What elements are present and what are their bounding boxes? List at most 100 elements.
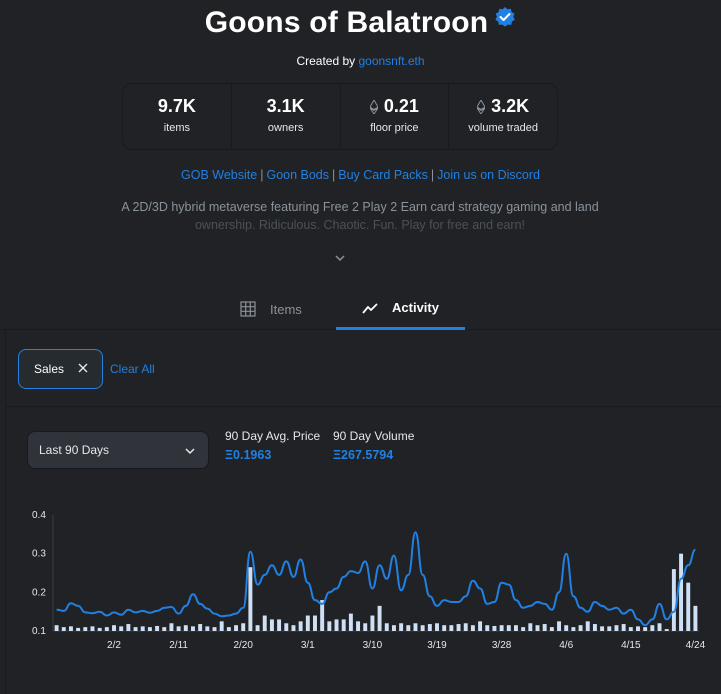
eth-icon: [477, 100, 486, 114]
description-line-2: ownership. Ridiculous. Chaotic. Fun. Pla…: [194, 218, 526, 232]
external-link-0[interactable]: GOB Website: [181, 168, 258, 182]
stat-label: volume traded: [468, 122, 538, 134]
volume-bar: [391, 625, 396, 631]
stat-value: 3.1K: [232, 96, 340, 118]
volume-bar: [384, 623, 389, 631]
avg-price-label: 90 Day Avg. Price: [225, 429, 321, 443]
volume-bar: [320, 600, 325, 631]
verified-badge-icon: [494, 2, 516, 36]
collection-description: A 2D/3D hybrid metaverse featuring Free …: [70, 198, 650, 234]
tab-items-label: Items: [270, 301, 302, 317]
x-tick-label: 3/19: [427, 640, 447, 651]
stat-3[interactable]: 3.2K volume traded: [449, 84, 557, 149]
volume-bar: [578, 625, 583, 631]
volume-bar: [169, 623, 174, 631]
link-separator: |: [430, 168, 435, 182]
volume-bar: [76, 627, 81, 631]
volume-bar: [54, 625, 59, 631]
x-tick-label: 3/28: [492, 640, 512, 651]
volume-bar: [313, 615, 317, 631]
sales-chart: 0.1 0.2 0.3 0.4 2/2 2/11 2/20 3/1 3/10 3/19 3/28 4/…: [32, 510, 706, 651]
stat-2[interactable]: 0.21 floor price: [341, 84, 450, 149]
volume-bar: [147, 627, 152, 631]
time-range-value: Last 90 Days: [39, 443, 110, 457]
y-tick-label: 0.1: [32, 626, 46, 637]
volume-bar: [226, 627, 231, 631]
x-tick-label: 3/1: [301, 640, 315, 651]
stat-label: floor price: [370, 122, 419, 134]
volume-bar: [499, 625, 504, 631]
volume-metric: 90 Day Volume Ξ267.5794: [333, 429, 414, 462]
stat-label: items: [163, 122, 191, 134]
avg-price-value: Ξ0.1963: [225, 448, 272, 462]
stat-0[interactable]: 9.7K items: [123, 84, 232, 149]
volume-bar: [435, 623, 439, 631]
grid-icon: [240, 301, 256, 317]
volume-bar: [571, 627, 576, 631]
volume-bar: [628, 627, 633, 631]
volume-bar: [112, 625, 116, 631]
activity-panel: Sales Clear All Last 90 Days 90 Day Avg.…: [5, 331, 721, 694]
volume-bar: [126, 624, 131, 631]
filter-bar: Sales Clear All: [6, 331, 721, 407]
volume-bar: [621, 624, 626, 631]
close-icon[interactable]: [78, 362, 88, 376]
stat-value: 9.7K: [123, 96, 231, 118]
volume-bar: [298, 621, 303, 631]
volume-bar: [155, 625, 160, 631]
volume-bar: [255, 625, 260, 631]
volume-bar: [399, 623, 404, 631]
volume-bar: [528, 623, 533, 631]
x-tick-label: 4/6: [559, 640, 573, 651]
creator-link[interactable]: goonsnft.eth: [358, 54, 425, 68]
volume-bar: [334, 619, 339, 631]
chevron-down-icon[interactable]: [334, 251, 346, 269]
volume-bar: [277, 619, 282, 631]
tab-activity[interactable]: Activity: [336, 288, 465, 330]
y-tick-label: 0.3: [32, 549, 46, 560]
time-range-select[interactable]: Last 90 Days: [27, 431, 209, 469]
volume-bar: [542, 624, 547, 631]
clear-all-button[interactable]: Clear All: [110, 362, 155, 376]
stat-1[interactable]: 3.1K owners: [232, 84, 341, 149]
external-link-3[interactable]: Join us on Discord: [437, 168, 540, 182]
volume-bar: [664, 629, 669, 631]
volume-bar: [262, 615, 267, 631]
tab-activity-label: Activity: [392, 300, 439, 315]
volume-bar: [549, 627, 554, 631]
volume-bar: [406, 625, 411, 631]
filter-chip-sales[interactable]: Sales: [18, 349, 103, 389]
volume-label: 90 Day Volume: [333, 429, 415, 443]
activity-icon: [362, 302, 378, 314]
filter-chip-label: Sales: [34, 362, 65, 376]
link-separator: |: [332, 168, 336, 182]
volume-bar: [234, 625, 239, 631]
volume-bar: [442, 625, 447, 631]
volume-bar: [363, 623, 368, 631]
volume-bar: [478, 621, 483, 631]
volume-bar: [506, 625, 511, 631]
volume-bar: [607, 626, 612, 631]
volume-value: Ξ267.5794: [333, 448, 394, 462]
volume-bar: [463, 623, 468, 631]
volume-bar: [686, 582, 691, 631]
volume-bar: [449, 625, 454, 631]
volume-bar: [370, 615, 375, 631]
volume-bar: [119, 626, 124, 631]
created-by-prefix: Created by: [296, 54, 356, 68]
volume-bar: [643, 627, 648, 631]
volume-bar: [190, 626, 195, 631]
tab-items[interactable]: Items: [240, 288, 302, 330]
external-link-1[interactable]: Goon Bods: [266, 168, 330, 182]
stats-panel: 9.7K items 3.1K owners 0.21 floor price 3.2K vo…: [122, 83, 558, 150]
volume-bar: [671, 569, 676, 631]
collection-title-row: Goons of Balatroon: [0, 2, 721, 40]
external-link-2[interactable]: Buy Card Packs: [338, 168, 428, 182]
volume-bar: [90, 626, 95, 631]
link-separator: |: [260, 168, 264, 182]
volume-bar: [198, 624, 203, 631]
x-tick-label: 2/11: [169, 640, 188, 651]
avg-price-line: [56, 531, 696, 627]
volume-bar: [585, 621, 590, 631]
volume-bar: [140, 626, 145, 631]
